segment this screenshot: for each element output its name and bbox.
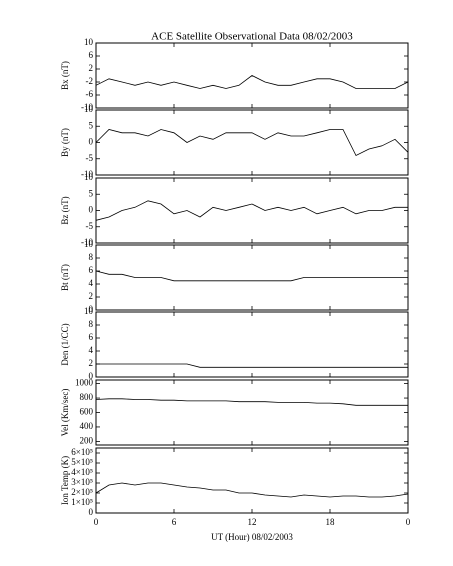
y-axis-label: Bz (nT) [60, 196, 70, 224]
y-tick-label: 0 [89, 137, 94, 147]
x-tick-label: 6 [172, 517, 177, 527]
panel-frame [95, 109, 409, 176]
y-tick-label: 2 [89, 358, 94, 368]
y-tick-label: 4×10⁵ [71, 467, 93, 477]
y-tick-label: 10 [84, 104, 94, 114]
y-tick-label: 6 [89, 332, 94, 342]
y-tick-label: 1×10⁵ [71, 497, 93, 507]
data-line [95, 482, 409, 498]
y-tick-label: -10 [81, 102, 93, 112]
data-line [95, 270, 408, 282]
y-axis-label: Den (1/CC) [60, 323, 70, 365]
y-axis-label: By (nT) [60, 128, 70, 157]
y-tick-label: 5 [89, 188, 94, 198]
y-tick-label: -5 [86, 153, 94, 163]
x-tick-label: 18 [326, 517, 336, 527]
x-tick-label: 0 [94, 517, 99, 527]
y-tick-label: 400 [80, 421, 94, 431]
x-axis-label: UT (Hour) 08/02/2003 [211, 532, 293, 542]
y-tick-label: 8 [89, 252, 94, 262]
x-tick-label: 12 [248, 517, 257, 527]
panel-frame [95, 447, 409, 514]
chart-title: ACE Satellite Observational Data 08/02/2… [151, 31, 353, 43]
y-tick-label: 6 [89, 265, 94, 275]
y-tick-label: 800 [80, 392, 94, 402]
y-axis-label: Vel (Km/sec) [60, 389, 70, 437]
panel-frame [95, 379, 409, 446]
y-tick-label: 8 [89, 319, 94, 329]
y-tick-label: 5 [89, 120, 94, 130]
y-axis-label: Bx (nT) [60, 61, 70, 90]
y-tick-label: 5×10⁵ [71, 457, 93, 467]
y-tick-label: 6 [89, 50, 94, 60]
panel-frame [95, 177, 409, 244]
y-tick-label: 200 [80, 435, 94, 445]
y-tick-label: 0 [89, 371, 94, 381]
y-tick-label: -10 [81, 169, 93, 179]
y-tick-label: -10 [81, 237, 93, 247]
y-tick-label: 2×10⁵ [71, 487, 93, 497]
y-tick-label: 6×10⁵ [71, 447, 93, 457]
y-tick-label: 0 [89, 507, 94, 517]
y-tick-label: 0 [89, 304, 94, 314]
data-line [95, 75, 409, 89]
y-tick-label: 3×10⁵ [71, 477, 93, 487]
y-tick-label: 10 [84, 239, 94, 249]
y-axis-label: Ion Temp (K) [60, 456, 70, 505]
y-tick-label: 10 [84, 172, 94, 182]
y-tick-label: -5 [86, 221, 94, 231]
data-line [95, 129, 409, 157]
y-tick-label: 4 [89, 278, 94, 288]
x-tick-label: 0 [406, 517, 411, 527]
y-tick-label: 2 [89, 291, 94, 301]
y-tick-label: -2 [86, 76, 94, 86]
y-tick-label: 600 [80, 407, 94, 417]
y-tick-label: 0 [89, 205, 94, 215]
y-tick-label: 2 [89, 63, 94, 73]
data-line [95, 200, 408, 221]
y-axis-label: Bt (nT) [60, 264, 70, 291]
y-tick-label: 10 [84, 306, 94, 316]
y-tick-label: -6 [86, 89, 94, 99]
y-tick-label: 4 [89, 345, 94, 355]
y-tick-label: 10 [84, 37, 94, 47]
data-line [96, 363, 408, 368]
y-tick-label: 1000 [75, 378, 94, 388]
data-line [95, 398, 408, 406]
